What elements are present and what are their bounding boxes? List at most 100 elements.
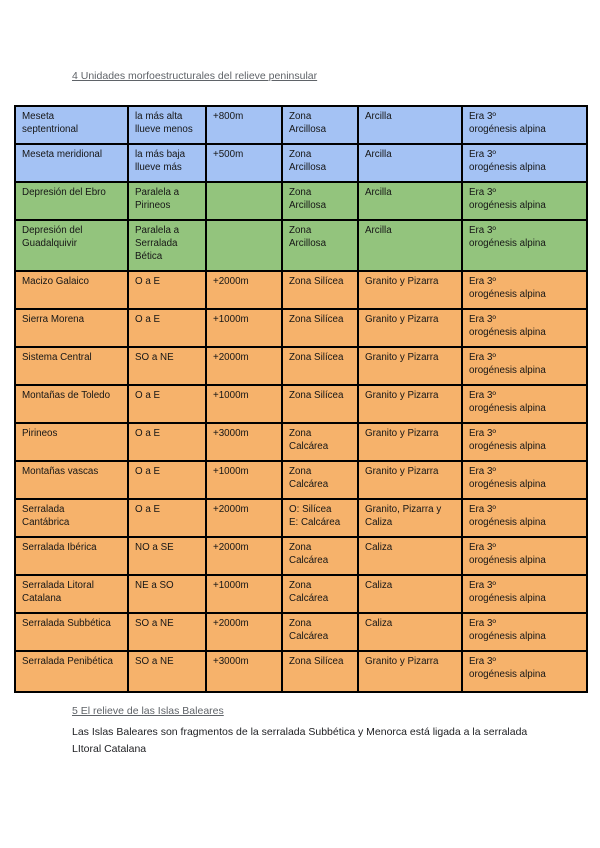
table-cell: Era 3º orogénesis alpina (461, 181, 588, 221)
table-cell: Zona Silícea (281, 270, 359, 310)
table-cell: Era 3º orogénesis alpina (461, 346, 588, 386)
table-row: Montañas vascas O a E +1000m Zona Calcárea G… (14, 460, 588, 500)
section-5-paragraph: Las Islas Baleares son fragmentos de la … (72, 726, 528, 755)
table-cell: Zona Arcillosa (281, 105, 359, 145)
table-cell: Era 3º orogénesis alpina (461, 498, 588, 538)
table-cell: la más baja llueve más (127, 143, 207, 183)
table-cell: Granito y Pizarra (357, 460, 463, 500)
table-cell: Zona Calcárea (281, 422, 359, 462)
table-cell: Macizo Galaico (14, 270, 129, 310)
table-cell: Zona Arcillosa (281, 181, 359, 221)
table-cell: Era 3º orogénesis alpina (461, 574, 588, 614)
table-row: Pirineos O a E +3000m Zona Calcárea Granito … (14, 422, 588, 462)
table-cell: O a E (127, 498, 207, 538)
table-cell: Era 3º orogénesis alpina (461, 219, 588, 272)
section-5-heading: 5 El relieve de las Islas Baleares (72, 705, 224, 717)
table-row: Sistema Central SO a NE +2000m Zona Silícea… (14, 346, 588, 386)
relief-table-body: Meseta septentrional la más alta llueve m… (14, 105, 588, 693)
table-cell: Caliza (357, 612, 463, 652)
table-cell: Zona Silícea (281, 346, 359, 386)
table-cell: Zona Silícea (281, 650, 359, 693)
table-cell: Era 3º orogénesis alpina (461, 143, 588, 183)
table-cell: Zona Silícea (281, 308, 359, 348)
table-cell: Era 3º orogénesis alpina (461, 460, 588, 500)
table-cell: O: Silícea E: Calcárea (281, 498, 359, 538)
table-cell: Zona Calcárea (281, 612, 359, 652)
table-cell: Zona Arcillosa (281, 143, 359, 183)
table-cell: +2000m (205, 270, 283, 310)
table-cell: Caliza (357, 574, 463, 614)
table-cell: Serralada Penibética (14, 650, 129, 693)
table-cell: Era 3º orogénesis alpina (461, 270, 588, 310)
table-row: Depresión del Ebro Paralela a Pirineos Zon… (14, 181, 588, 221)
table-cell: SO a NE (127, 346, 207, 386)
table-cell: Pirineos (14, 422, 129, 462)
table-cell: +3000m (205, 422, 283, 462)
table-cell: Era 3º orogénesis alpina (461, 536, 588, 576)
table-cell: Era 3º orogénesis alpina (461, 650, 588, 693)
table-cell: Zona Calcárea (281, 536, 359, 576)
table-cell: Arcilla (357, 105, 463, 145)
table-cell: Granito y Pizarra (357, 270, 463, 310)
table-row: Serralada Litoral Catalana NE a SO +1000m Z… (14, 574, 588, 614)
table-cell: Era 3º orogénesis alpina (461, 422, 588, 462)
table-cell: +2000m (205, 612, 283, 652)
table-cell: Era 3º orogénesis alpina (461, 612, 588, 652)
table-row: Sierra Morena O a E +1000m Zona Silícea Gran… (14, 308, 588, 348)
table-cell: NE a SO (127, 574, 207, 614)
table-cell: O a E (127, 384, 207, 424)
table-cell: +1000m (205, 460, 283, 500)
table-cell: Granito y Pizarra (357, 308, 463, 348)
table-row: Montañas de Toledo O a E +1000m Zona Silíce… (14, 384, 588, 424)
table-cell: Granito y Pizarra (357, 346, 463, 386)
table-cell: +500m (205, 143, 283, 183)
table-cell: Granito y Pizarra (357, 384, 463, 424)
table-row: Depresión del Guadalquivir Paralela a Ser… (14, 219, 588, 272)
table-cell: +3000m (205, 650, 283, 693)
table-cell: +2000m (205, 536, 283, 576)
table-cell: Arcilla (357, 143, 463, 183)
table-cell: SO a NE (127, 650, 207, 693)
table-cell: Arcilla (357, 181, 463, 221)
table-cell: la más alta llueve menos (127, 105, 207, 145)
table-cell: Zona Calcárea (281, 574, 359, 614)
table-cell: Montañas vascas (14, 460, 129, 500)
table-cell: +800m (205, 105, 283, 145)
table-cell: Caliza (357, 536, 463, 576)
table-cell: +2000m (205, 498, 283, 538)
table-cell: Granito y Pizarra (357, 422, 463, 462)
table-row: Serralada Subbética SO a NE +2000m Zona Cal… (14, 612, 588, 652)
table-cell: Depresión del Guadalquivir (14, 219, 129, 272)
table-cell: Era 3º orogénesis alpina (461, 384, 588, 424)
table-cell: SO a NE (127, 612, 207, 652)
table-cell: Era 3º orogénesis alpina (461, 105, 588, 145)
table-cell: +1000m (205, 384, 283, 424)
table-cell: Sierra Morena (14, 308, 129, 348)
table-cell: NO a SE (127, 536, 207, 576)
table-cell (205, 181, 283, 221)
table-row: Serralada Cantábrica O a E +2000m O: Silíce… (14, 498, 588, 538)
table-cell: Montañas de Toledo (14, 384, 129, 424)
table-cell (205, 219, 283, 272)
table-cell: Paralela a Serralada Bética (127, 219, 207, 272)
table-cell: Meseta septentrional (14, 105, 129, 145)
table-cell: Zona Arcillosa (281, 219, 359, 272)
table-cell: +1000m (205, 308, 283, 348)
table-row: Meseta meridional la más baja llueve más +… (14, 143, 588, 183)
table-cell: Zona Calcárea (281, 460, 359, 500)
table-cell: Depresión del Ebro (14, 181, 129, 221)
table-cell: Zona Silícea (281, 384, 359, 424)
table-cell: Meseta meridional (14, 143, 129, 183)
table-cell: Sistema Central (14, 346, 129, 386)
table-cell: O a E (127, 270, 207, 310)
table-row: Serralada Penibética SO a NE +3000m Zona Si… (14, 650, 588, 693)
table-row: Meseta septentrional la más alta llueve m… (14, 105, 588, 145)
relief-units-table: Meseta septentrional la más alta llueve m… (14, 105, 588, 693)
table-cell: Arcilla (357, 219, 463, 272)
table-row: Serralada Ibérica NO a SE +2000m Zona Calcá… (14, 536, 588, 576)
table-cell: Granito y Pizarra (357, 650, 463, 693)
table-cell: Granito, Pizarra y Caliza (357, 498, 463, 538)
table-cell: Serralada Ibérica (14, 536, 129, 576)
table-cell: Serralada Litoral Catalana (14, 574, 129, 614)
